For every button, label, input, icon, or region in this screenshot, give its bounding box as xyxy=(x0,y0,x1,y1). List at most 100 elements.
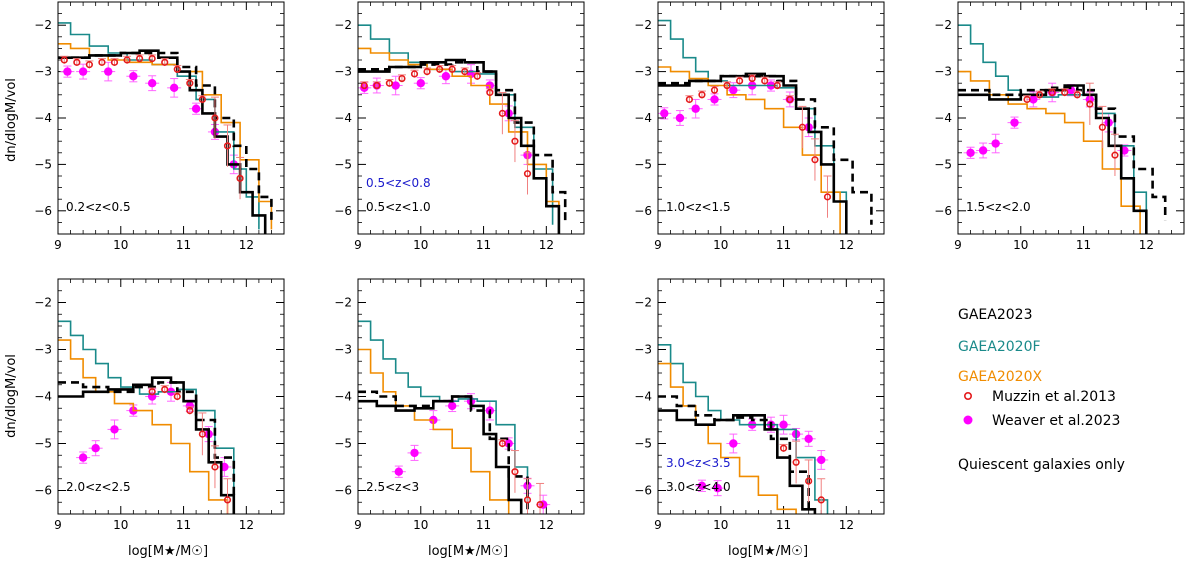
xtick-label: 9 xyxy=(54,518,62,532)
ytick-label: −3 xyxy=(634,65,652,79)
legend-marker-weaver xyxy=(963,415,973,425)
muzzin-point xyxy=(486,88,494,97)
weaver-point xyxy=(394,467,404,476)
muzzin-point xyxy=(198,430,206,438)
ytick-label: −5 xyxy=(634,437,652,451)
weaver-point xyxy=(441,72,451,81)
series-gaea2020f xyxy=(358,24,554,225)
muzzin-point xyxy=(798,123,806,131)
xtick-label: 10 xyxy=(1013,238,1028,252)
ytick-label: −4 xyxy=(34,111,52,125)
panel-3: 9 10 11 12 −6 −5 −4 −3 −2 1.0<z<1.5 xyxy=(634,1,885,252)
series-gaea2023-solid xyxy=(358,395,523,514)
weaver-point xyxy=(675,113,685,123)
xtick-label: 11 xyxy=(776,518,791,532)
xtick-label: 11 xyxy=(176,518,191,532)
weaver-point xyxy=(129,72,138,81)
muzzin-point xyxy=(761,77,769,85)
muzzin-point xyxy=(198,95,206,104)
ytick-label: −4 xyxy=(334,390,352,404)
plot-area xyxy=(658,19,873,234)
muzzin-point xyxy=(385,79,393,87)
xtick-label: 11 xyxy=(1076,238,1091,252)
weaver-point xyxy=(691,104,700,113)
ytick-label: −3 xyxy=(34,65,52,79)
series-gaea2023-solid xyxy=(358,58,561,234)
ytick-label: −2 xyxy=(34,18,52,32)
muzzin-point xyxy=(811,156,819,164)
ytick-label: −4 xyxy=(934,111,952,125)
muzzin-point xyxy=(1023,95,1031,104)
muzzin-point xyxy=(148,55,156,63)
redshift-label: 3.0<z<4.0 xyxy=(666,480,731,494)
panel-frame xyxy=(657,278,885,515)
muzzin-point xyxy=(360,81,368,90)
muzzin-point xyxy=(786,95,794,104)
ytick-label: −3 xyxy=(334,65,352,79)
muzzin-point xyxy=(60,56,68,64)
muzzin-point xyxy=(685,95,693,104)
ylabel-top: dn/dlogM/vol xyxy=(4,78,19,162)
muzzin-point xyxy=(223,496,232,504)
weaver-point xyxy=(78,67,88,76)
redshift-label: 2.5<z<3 xyxy=(366,480,419,494)
muzzin-point xyxy=(1061,88,1069,97)
muzzin-point xyxy=(473,72,481,80)
weaver-point xyxy=(710,95,719,104)
xtick-label: 9 xyxy=(354,238,362,252)
panel-frame xyxy=(357,1,585,235)
muzzin-point xyxy=(448,65,456,73)
xtick-label: 12 xyxy=(839,238,854,252)
ytick-label: −4 xyxy=(634,390,652,404)
ytick-label: −6 xyxy=(934,204,952,218)
muzzin-point xyxy=(523,496,532,504)
ytick-label: −2 xyxy=(334,18,352,32)
weaver-point xyxy=(729,439,738,448)
ytick-label: −5 xyxy=(34,437,52,451)
panel-7: 9 10 11 12 −6 −5 −4 −3 −2 3.0<z<4.0 3.0<z<3.5 xyxy=(634,278,885,532)
muzzin-point xyxy=(536,501,544,509)
xtick-label: 12 xyxy=(539,238,554,252)
plot-area xyxy=(358,24,567,234)
muzzin-point xyxy=(523,170,532,178)
muzzin-point xyxy=(1086,100,1094,108)
weaver-point xyxy=(817,455,826,465)
weaver-point xyxy=(1029,95,1038,104)
muzzin-point xyxy=(373,81,381,90)
series-gaea2020x xyxy=(58,339,229,514)
weaver-point xyxy=(978,146,988,155)
series-gaea2023-dashed xyxy=(58,381,236,500)
xtick-label: 11 xyxy=(176,238,191,252)
panel-frame xyxy=(57,278,285,515)
xtick-label: 10 xyxy=(113,238,128,252)
muzzin-point xyxy=(723,81,731,90)
panel-frame xyxy=(57,1,285,235)
panel-1: 9 10 11 12 −6 −5 −4 −3 −2 0.2<z<0.5 xyxy=(34,1,285,252)
xtick-label: 10 xyxy=(413,518,428,532)
series-gaea2023-solid xyxy=(658,409,817,514)
legend: GAEA2023 GAEA2020F GAEA2020X Muzzin et a… xyxy=(958,307,1125,473)
xtick-label: 9 xyxy=(654,518,662,532)
panel-frame xyxy=(657,1,885,235)
muzzin-point xyxy=(423,67,431,76)
muzzin-point xyxy=(211,463,219,471)
weaver-point xyxy=(147,79,157,88)
weaver-point xyxy=(804,434,813,443)
muzzin-point xyxy=(1098,123,1106,131)
muzzin-point xyxy=(85,61,93,69)
legend-label-weaver: Weaver et al.2023 xyxy=(992,413,1120,429)
weaver-point xyxy=(1010,118,1019,127)
muzzin-point xyxy=(148,388,156,396)
xtick-label: 12 xyxy=(539,518,554,532)
xtick-label: 10 xyxy=(113,518,128,532)
xtick-label: 10 xyxy=(413,238,428,252)
muzzin-point xyxy=(1036,91,1044,99)
weaver-point xyxy=(410,448,419,458)
muzzin-point xyxy=(161,385,169,394)
ytick-label: −5 xyxy=(334,157,352,171)
weaver-point xyxy=(169,83,179,93)
legend-label-gaea2020x: GAEA2020X xyxy=(958,369,1042,385)
xtick-label: 9 xyxy=(654,238,662,252)
xtick-label: 12 xyxy=(839,518,854,532)
ytick-label: −4 xyxy=(334,111,352,125)
